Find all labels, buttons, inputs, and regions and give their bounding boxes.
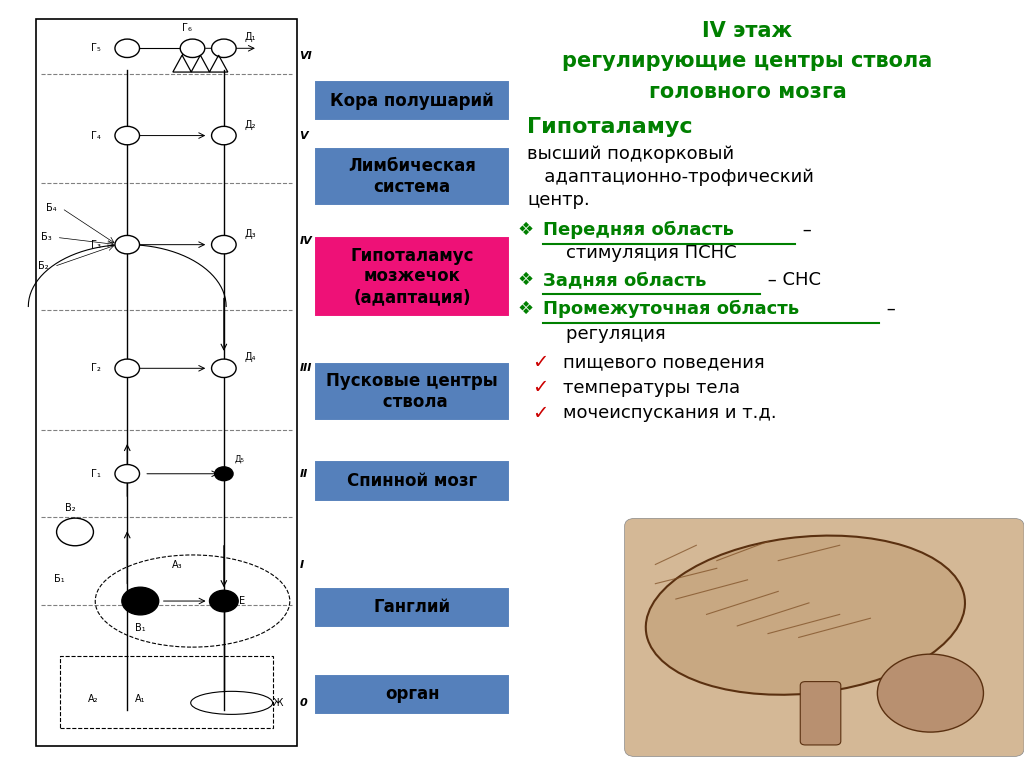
FancyBboxPatch shape <box>801 682 841 745</box>
Text: Д₅: Д₅ <box>234 455 244 464</box>
Text: A₂: A₂ <box>88 694 98 704</box>
FancyBboxPatch shape <box>314 674 510 715</box>
Text: A₁: A₁ <box>135 694 145 704</box>
Text: Б₄: Б₄ <box>46 204 56 214</box>
FancyBboxPatch shape <box>314 236 510 317</box>
Text: орган: орган <box>385 685 439 703</box>
Text: ❖: ❖ <box>517 221 534 240</box>
Text: центр.: центр. <box>527 190 590 209</box>
Text: VI: VI <box>300 51 312 61</box>
Circle shape <box>115 465 139 483</box>
Text: Д₁: Д₁ <box>245 32 256 42</box>
Text: Д₂: Д₂ <box>245 120 256 130</box>
Text: температуры тела: температуры тела <box>563 379 740 397</box>
Text: Г₆: Г₆ <box>182 23 193 33</box>
Ellipse shape <box>878 654 983 732</box>
Text: Гипоталамус
мозжечок
(адаптация): Гипоталамус мозжечок (адаптация) <box>350 247 474 306</box>
FancyBboxPatch shape <box>36 19 297 746</box>
Text: ✓: ✓ <box>532 404 549 422</box>
Text: Кора полушарий: Кора полушарий <box>331 91 494 110</box>
Text: Промежуточная область: Промежуточная область <box>543 300 805 318</box>
Text: пищевого поведения: пищевого поведения <box>563 353 765 372</box>
Circle shape <box>212 39 237 58</box>
Text: IV: IV <box>300 236 312 246</box>
Text: Гипоталамус: Гипоталамус <box>527 117 693 137</box>
FancyBboxPatch shape <box>314 80 510 121</box>
Text: A₃: A₃ <box>172 560 182 570</box>
Text: мочеиспускания и т.д.: мочеиспускания и т.д. <box>563 404 777 422</box>
Text: I: I <box>300 560 304 570</box>
Circle shape <box>212 359 237 378</box>
Circle shape <box>56 518 93 546</box>
Text: III: III <box>300 363 312 373</box>
Text: адаптационно-трофический: адаптационно-трофический <box>527 167 814 186</box>
Circle shape <box>212 127 237 145</box>
Text: Спинной мозг: Спинной мозг <box>347 472 477 490</box>
Text: II: II <box>300 468 308 478</box>
Circle shape <box>212 236 237 254</box>
FancyBboxPatch shape <box>625 518 1024 756</box>
Text: головного мозга: головного мозга <box>648 82 847 102</box>
Text: Б₁: Б₁ <box>54 574 65 584</box>
Text: Ж: Ж <box>272 698 284 708</box>
Text: V: V <box>300 131 308 141</box>
Text: Д₃: Д₃ <box>245 229 256 239</box>
Circle shape <box>180 39 205 58</box>
Circle shape <box>210 591 239 612</box>
Text: Пусковые центры
 ствола: Пусковые центры ствола <box>327 372 498 411</box>
Text: Передняя область: Передняя область <box>543 221 740 240</box>
Circle shape <box>115 39 139 58</box>
Text: Г₂: Г₂ <box>91 363 100 373</box>
Text: –: – <box>882 300 896 318</box>
Circle shape <box>115 236 139 254</box>
Text: В₁: В₁ <box>135 623 145 633</box>
Text: Г₅: Г₅ <box>91 43 100 53</box>
Text: ✓: ✓ <box>532 379 549 397</box>
Text: Б₂: Б₂ <box>38 261 49 271</box>
FancyBboxPatch shape <box>314 460 510 502</box>
Ellipse shape <box>646 535 965 695</box>
Text: ❖: ❖ <box>517 300 534 318</box>
Text: В₂: В₂ <box>65 503 75 513</box>
Text: Б₃: Б₃ <box>41 233 51 243</box>
Text: Г₄: Г₄ <box>91 131 100 141</box>
Text: регулирующие центры ствола: регулирующие центры ствола <box>562 51 933 71</box>
Text: Д₄: Д₄ <box>245 353 256 362</box>
Text: Задняя область: Задняя область <box>543 271 713 290</box>
Text: – СНС: – СНС <box>762 271 820 290</box>
FancyBboxPatch shape <box>314 147 510 206</box>
Text: Лимбическая
система: Лимбическая система <box>348 157 476 196</box>
Text: ❖: ❖ <box>517 271 534 290</box>
Text: высший подкорковый: высший подкорковый <box>527 144 734 163</box>
Text: IV этаж: IV этаж <box>702 21 793 41</box>
Text: –: – <box>797 221 812 240</box>
Text: 0: 0 <box>300 698 307 708</box>
FancyBboxPatch shape <box>314 587 510 628</box>
Circle shape <box>215 467 233 481</box>
Text: E: E <box>240 596 246 606</box>
Text: регуляция: регуляция <box>543 325 666 343</box>
Circle shape <box>122 588 159 615</box>
Text: Г₃: Г₃ <box>91 240 101 250</box>
Text: ✓: ✓ <box>532 353 549 372</box>
Circle shape <box>115 127 139 145</box>
FancyBboxPatch shape <box>314 362 510 421</box>
Text: Ганглий: Ганглий <box>374 598 451 617</box>
Text: стимуляция ПСНС: стимуляция ПСНС <box>543 244 736 263</box>
Text: Г₁: Г₁ <box>91 468 100 478</box>
Circle shape <box>115 359 139 378</box>
